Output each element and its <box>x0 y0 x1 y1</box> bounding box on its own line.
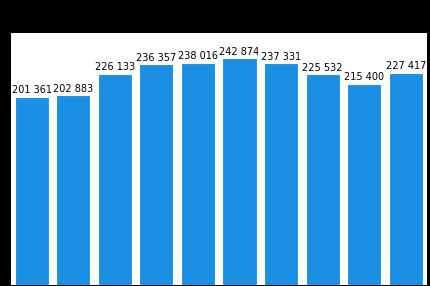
Bar <box>139 64 173 285</box>
Text: 227 417: 227 417 <box>385 61 425 71</box>
Bar <box>264 63 298 285</box>
Text: 242 874: 242 874 <box>219 47 259 57</box>
Text: 238 016: 238 016 <box>178 51 218 61</box>
Bar <box>56 96 90 285</box>
Text: 225 532: 225 532 <box>302 63 342 73</box>
Bar <box>347 84 381 285</box>
Text: 236 357: 236 357 <box>136 53 176 63</box>
Bar <box>222 58 256 285</box>
Bar <box>98 74 132 285</box>
Bar <box>305 74 339 285</box>
Text: 215 400: 215 400 <box>344 72 384 82</box>
Bar <box>15 97 49 285</box>
Text: 237 331: 237 331 <box>261 52 301 62</box>
Text: 201 361: 201 361 <box>12 86 52 96</box>
Text: 226 133: 226 133 <box>95 62 135 72</box>
Text: 202 883: 202 883 <box>53 84 93 94</box>
Bar <box>388 73 422 285</box>
Bar <box>181 63 215 285</box>
